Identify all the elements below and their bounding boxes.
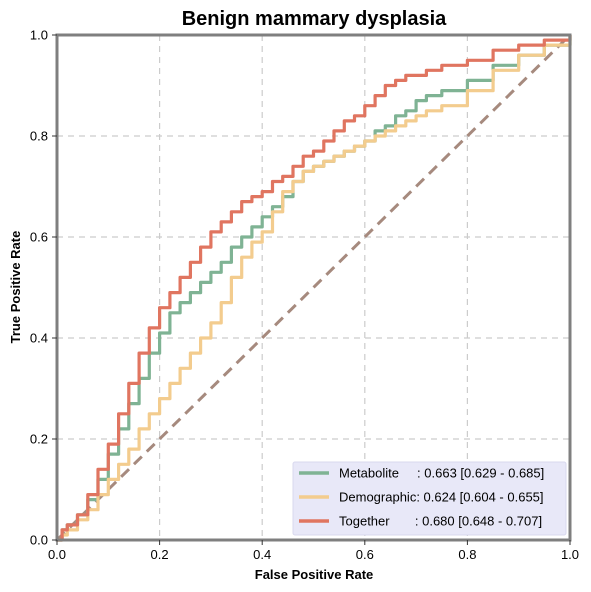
legend-entry: Together : 0.680 [0.648 - 0.707] (339, 514, 542, 529)
x-tick-label: 0.8 (458, 547, 476, 562)
x-tick-label: 0.4 (253, 547, 271, 562)
legend-box (292, 461, 567, 536)
axis-ticks: 0.00.0 0.2 0.2 0.4 0.4 0.6 0.6 0.8 0.8 1.0 1.0 (30, 28, 579, 563)
legend-entry: Demographic: 0.624 [0.604 - 0.655] (339, 490, 544, 505)
legend: Metabolite : 0.663 [0.629 - 0.685] Demogr… (292, 461, 567, 536)
roc-curve-together (57, 35, 572, 542)
y-tick-label: 0.0 (30, 533, 48, 548)
y-tick-label: 0.4 (30, 331, 48, 346)
x-tick-label: 1.0 (561, 547, 579, 562)
legend-entry: Metabolite : 0.663 [0.629 - 0.685] (339, 466, 544, 481)
x-tick-label: 0.6 (356, 547, 374, 562)
y-tick-label: 0.2 (30, 432, 48, 447)
y-tick-label: 0.6 (30, 230, 48, 245)
chance-diagonal (55, 33, 572, 542)
grid (57, 35, 570, 540)
y-tick-label: 1.0 (30, 28, 48, 43)
series-lines (57, 35, 572, 542)
x-axis-label: False Positive Rate (255, 567, 374, 582)
y-tick-label: 0.8 (30, 129, 48, 144)
chart-title: Benign mammary dysplasia (182, 8, 447, 30)
x-tick-label: 0.2 (151, 547, 169, 562)
x-tick-label: 0.0 (48, 547, 66, 562)
roc-curve-demographic (57, 35, 572, 542)
plot-frame (55, 33, 572, 542)
y-axis-label: True Positive Rate (8, 231, 23, 344)
